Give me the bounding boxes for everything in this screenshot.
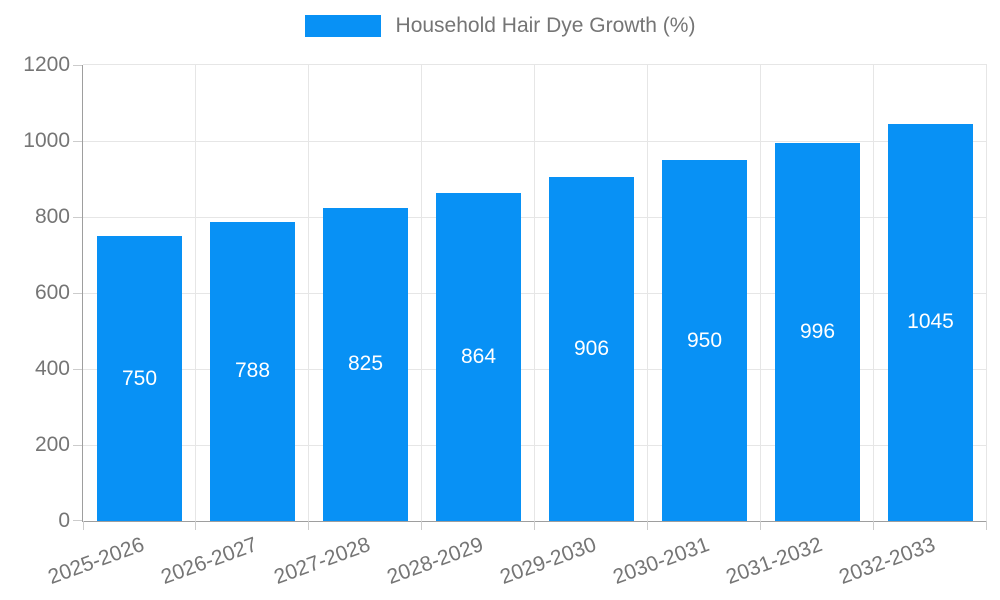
bar-value-label: 825	[347, 352, 384, 376]
bar[interactable]: 750	[97, 236, 182, 521]
legend-swatch	[304, 15, 381, 37]
h-gridline	[83, 293, 987, 294]
bar[interactable]: 906	[549, 176, 634, 521]
h-gridline	[83, 369, 987, 370]
v-gridline	[195, 65, 196, 521]
h-gridline	[83, 141, 987, 142]
v-gridline	[647, 65, 648, 521]
x-tick-label: 2025-2026	[45, 533, 148, 589]
x-tick-label: 2030-2031	[610, 533, 713, 589]
y-tick-mark	[73, 520, 82, 521]
x-tick-label: 2029-2030	[497, 533, 600, 589]
x-tick-mark	[760, 521, 761, 530]
y-axis-line	[82, 65, 83, 521]
x-tick-mark	[195, 521, 196, 530]
bar[interactable]: 950	[662, 160, 747, 521]
v-gridline	[873, 65, 874, 521]
v-gridline	[308, 65, 309, 521]
h-gridline	[83, 445, 987, 446]
x-tick-label: 2027-2028	[271, 533, 374, 589]
x-tick-mark	[986, 521, 987, 530]
y-tick-mark	[73, 217, 82, 218]
y-tick-label: 400	[34, 357, 70, 380]
x-tick-mark	[83, 521, 84, 530]
bar-value-label: 996	[799, 319, 836, 343]
bar[interactable]: 996	[775, 142, 860, 521]
x-tick-label: 2028-2029	[384, 533, 487, 589]
legend-label: Household Hair Dye Growth (%)	[395, 14, 696, 37]
x-tick-mark	[534, 521, 535, 530]
y-tick-label: 0	[58, 509, 70, 532]
y-tick-label: 200	[34, 433, 70, 456]
x-tick-label: 2031-2032	[723, 533, 826, 589]
y-tick-mark	[73, 141, 82, 142]
y-axis-labels: 0 200 400 600 800 1000 1200	[0, 54, 70, 532]
bar[interactable]: 788	[210, 221, 295, 521]
y-tick-mark	[73, 65, 82, 66]
x-tick-mark	[308, 521, 309, 530]
v-gridline	[421, 65, 422, 521]
x-tick-mark	[873, 521, 874, 530]
bar-value-label: 788	[234, 359, 271, 383]
legend[interactable]: Household Hair Dye Growth (%)	[0, 14, 1000, 38]
x-axis-labels: 2025-2026 2026-2027 2027-2028 2028-2029 2029…	[45, 533, 987, 600]
y-tick-label: 1200	[23, 53, 70, 76]
bar-value-label: 1045	[907, 310, 954, 334]
bar-value-label: 750	[121, 366, 158, 390]
y-tick-label: 1000	[23, 129, 70, 152]
bar[interactable]: 1045	[888, 123, 973, 521]
v-gridline	[760, 65, 761, 521]
y-tick-mark	[73, 293, 82, 294]
bar-value-label: 864	[460, 344, 497, 368]
h-gridline	[83, 217, 987, 218]
plot-area: 750 788 825 864 906 950 996 1045	[73, 64, 987, 530]
y-tick-label: 600	[34, 281, 70, 304]
bar[interactable]: 825	[323, 207, 408, 521]
bar-value-label: 950	[686, 328, 723, 352]
bar-value-label: 906	[573, 336, 610, 360]
v-gridline	[986, 65, 987, 521]
y-tick-label: 800	[34, 205, 70, 228]
x-tick-mark	[421, 521, 422, 530]
v-gridline	[534, 65, 535, 521]
h-gridline	[83, 64, 987, 65]
x-tick-label: 2026-2027	[158, 533, 261, 589]
bar[interactable]: 864	[436, 192, 521, 521]
y-tick-mark	[73, 445, 82, 446]
x-tick-label: 2032-2033	[836, 533, 939, 589]
y-tick-mark	[73, 369, 82, 370]
x-tick-mark	[647, 521, 648, 530]
